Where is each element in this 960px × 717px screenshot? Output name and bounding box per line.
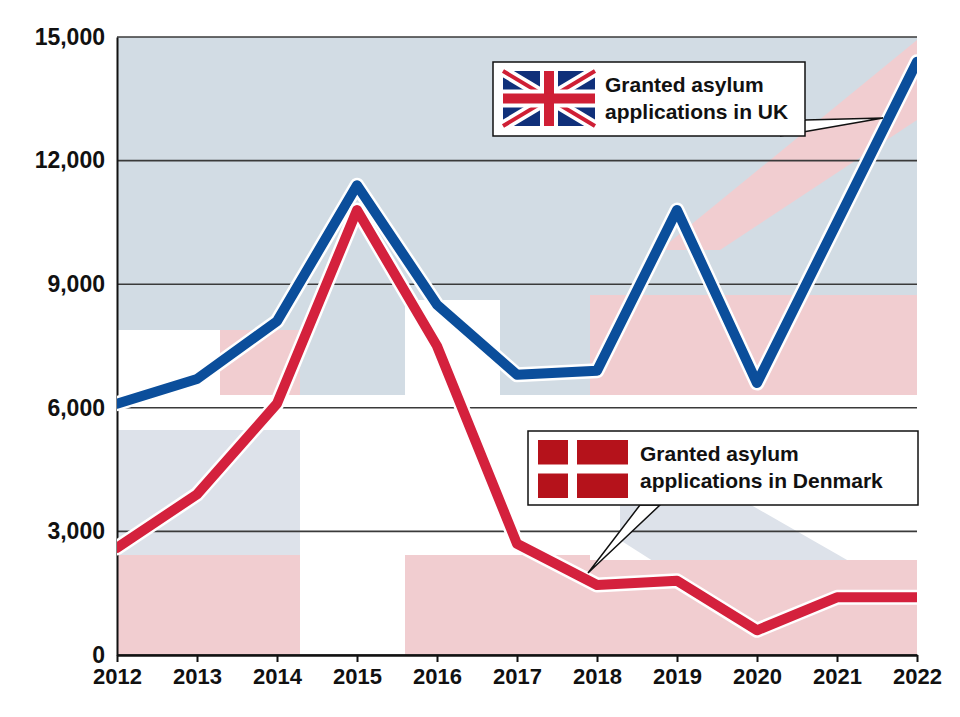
x-tick: 2013 (173, 655, 222, 689)
y-tick-label: 12,000 (35, 147, 105, 173)
x-tick: 2017 (493, 655, 542, 689)
x-tick-mark (517, 655, 519, 662)
callout-line: Granted asylum (640, 442, 799, 465)
line (117, 210, 917, 630)
x-tick: 2014 (253, 655, 303, 689)
y-tick-label: 9,000 (47, 271, 105, 297)
x-tick-mark (357, 655, 359, 662)
denmark-flag (538, 440, 628, 498)
y-tick: 12,000 (35, 147, 117, 173)
y-tick: 6,000 (47, 395, 117, 421)
x-tick-mark (917, 655, 919, 662)
x-tick-mark (197, 655, 199, 662)
x-tick-label: 2020 (733, 664, 782, 689)
y-tick-label: 3,000 (47, 518, 105, 544)
background-flag (117, 37, 917, 655)
x-tick-label: 2015 (333, 664, 382, 689)
callout: Granted asylum applications in Denmark (528, 431, 918, 573)
x-tick: 2021 (813, 655, 862, 689)
line (117, 62, 917, 404)
x-tick: 2012 (93, 655, 142, 689)
x-tick-mark (837, 655, 839, 662)
x-tick-label: 2021 (813, 664, 862, 689)
chart: 03,0006,0009,00012,00015,000201220132014… (0, 0, 960, 717)
x-tick-label: 2012 (93, 664, 142, 689)
y-tick: 9,000 (47, 271, 117, 297)
flag-part (538, 465, 628, 474)
callout-line: Granted asylum (605, 73, 764, 96)
x-tick-mark (677, 655, 679, 662)
flag-part (503, 71, 595, 126)
x-tick-label: 2018 (573, 664, 622, 689)
flag-part (117, 37, 917, 655)
grid-line (117, 283, 917, 285)
x-tick-label: 2013 (173, 664, 222, 689)
flag-part (503, 71, 595, 126)
flag-part (503, 71, 595, 126)
y-axis-line (117, 38, 119, 656)
flag-part (117, 555, 300, 655)
lines (117, 62, 917, 631)
x-tick-label: 2022 (893, 664, 942, 689)
x-tick-mark (117, 655, 119, 662)
y-tick-label: 6,000 (47, 395, 105, 421)
grid-line (117, 36, 917, 38)
callout-cover (640, 499, 660, 504)
line-outline (117, 210, 917, 630)
line-outline (117, 62, 917, 404)
y-tick: 15,000 (35, 24, 117, 50)
x-axis: 2012 2013 2014 2015 2016 2017 2018 2019 2020 2021… (93, 655, 942, 689)
flag-part (538, 440, 628, 498)
x-tick: 2016 (413, 655, 462, 689)
y-tick-label: 15,000 (35, 24, 105, 50)
x-tick: 2022 (893, 655, 942, 689)
x-tick: 2019 (653, 655, 702, 689)
grid-line (117, 407, 917, 409)
x-tick-label: 2019 (653, 664, 702, 689)
x-tick: 2020 (733, 655, 782, 689)
callout: Granted asylum applications in UK (493, 62, 883, 136)
x-tick: 2018 (573, 655, 622, 689)
x-tick-mark (757, 655, 759, 662)
x-tick-mark (437, 655, 439, 662)
callout-line: applications in UK (605, 100, 788, 123)
flag-part (503, 94, 595, 104)
y-axis: 03,0006,0009,00012,00015,000 (35, 24, 118, 668)
callout-line: applications in Denmark (640, 469, 883, 492)
x-tick-label: 2014 (253, 664, 303, 689)
x-tick-mark (597, 655, 599, 662)
flag-part (300, 395, 405, 655)
x-tick-label: 2017 (493, 664, 542, 689)
uk-flag (503, 71, 595, 126)
x-tick: 2015 (333, 655, 382, 689)
y-tick: 3,000 (47, 518, 117, 544)
x-tick-label: 2016 (413, 664, 462, 689)
callout-box (528, 431, 918, 505)
callout-pointer (588, 505, 660, 573)
grid-line (117, 160, 917, 162)
callout-label: Granted asylum applications in Denmark (640, 442, 883, 492)
callout-box (493, 62, 805, 136)
grid (117, 37, 917, 655)
x-tick-mark (277, 655, 279, 662)
flag-part (590, 560, 917, 655)
callout-label: Granted asylum applications in UK (605, 73, 788, 123)
